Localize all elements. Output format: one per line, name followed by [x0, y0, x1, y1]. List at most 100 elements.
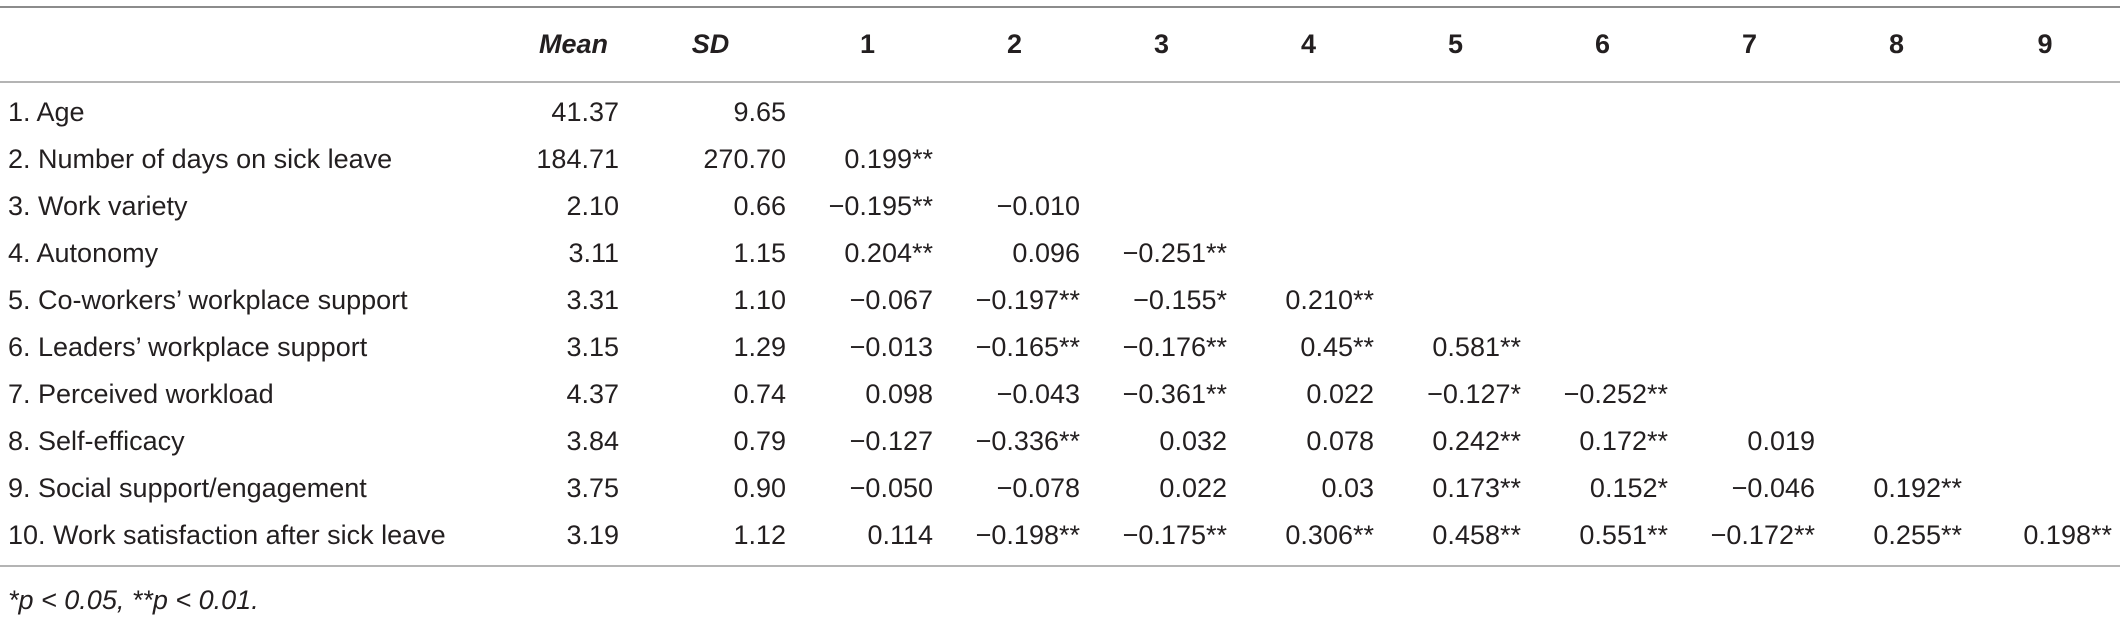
- correlation-cell: [1970, 277, 2120, 324]
- mean-cell: 3.15: [566, 332, 619, 362]
- correlation-cell: 0.306**: [1285, 520, 1374, 550]
- correlation-cell: [1823, 277, 1970, 324]
- correlation-cell: −0.361**: [1122, 379, 1227, 409]
- correlation-cell: −0.172**: [1710, 520, 1815, 550]
- correlation-cell: [1382, 82, 1529, 136]
- correlation-cell: −0.197**: [975, 285, 1080, 315]
- correlation-cell: [1823, 230, 1970, 277]
- sd-cell: 9.65: [733, 97, 786, 127]
- table-row: 8. Self-efficacy 3.84 0.79 −0.127 −0.336** 0.…: [0, 418, 2120, 465]
- correlation-cell: 0.114: [867, 520, 933, 550]
- correlation-cell: [1970, 418, 2120, 465]
- variable-name-cell: 2. Number of days on sick leave: [8, 144, 393, 174]
- sd-cell: 0.74: [733, 379, 786, 409]
- correlation-cell: 0.096: [1012, 238, 1080, 268]
- correlation-cell: −0.176**: [1122, 332, 1227, 362]
- correlation-cell: [1382, 136, 1529, 183]
- correlation-cell: [1676, 371, 1823, 418]
- correlation-cell: [1235, 136, 1382, 183]
- header-col-9: 9: [2037, 29, 2053, 59]
- correlation-cell: [1823, 82, 1970, 136]
- correlation-cell: [1676, 82, 1823, 136]
- correlation-cell: −0.195**: [828, 191, 933, 221]
- variable-name-cell: 4. Autonomy: [8, 238, 159, 268]
- table-footnote: *p < 0.05, **p < 0.01.: [8, 585, 259, 615]
- correlation-cell: −0.078: [996, 473, 1080, 503]
- variable-name-cell: 9. Social support/engagement: [8, 473, 367, 503]
- variable-name-cell: 1. Age: [8, 97, 85, 127]
- correlation-cell: −0.043: [996, 379, 1080, 409]
- sd-cell: 1.12: [733, 520, 786, 550]
- correlation-cell: 0.03: [1321, 473, 1374, 503]
- correlation-cell: [1235, 230, 1382, 277]
- correlation-cell: 0.551**: [1579, 520, 1668, 550]
- correlation-cell: [794, 82, 941, 136]
- correlation-cell: [1676, 277, 1823, 324]
- correlation-cell: [1529, 324, 1676, 371]
- correlation-cell: [1823, 371, 1970, 418]
- correlation-cell: [1823, 418, 1970, 465]
- correlation-cell: −0.046: [1731, 473, 1815, 503]
- correlation-cell: 0.172**: [1579, 426, 1668, 456]
- table-row: 7. Perceived workload 4.37 0.74 0.098 −0.043…: [0, 371, 2120, 418]
- correlation-cell: [941, 82, 1088, 136]
- variable-name-cell: 10. Work satisfaction after sick leave: [8, 520, 446, 550]
- correlation-cell: 0.210**: [1285, 285, 1374, 315]
- correlation-cell: −0.252**: [1563, 379, 1668, 409]
- header-sd: SD: [691, 29, 730, 59]
- variable-name-cell: 8. Self-efficacy: [8, 426, 185, 456]
- correlation-cell: [1823, 324, 1970, 371]
- correlation-cell: 0.032: [1159, 426, 1227, 456]
- header-mean: Mean: [538, 29, 609, 59]
- correlation-cell: [1676, 183, 1823, 230]
- correlation-cell: [1088, 136, 1235, 183]
- header-col-5: 5: [1447, 29, 1464, 59]
- correlation-cell: [1823, 183, 1970, 230]
- mean-cell: 3.75: [566, 473, 619, 503]
- correlation-cell: −0.127: [849, 426, 933, 456]
- correlation-cell: [1970, 465, 2120, 512]
- table-row: 3. Work variety 2.10 0.66 −0.195** −0.010: [0, 183, 2120, 230]
- correlation-cell: 0.022: [1306, 379, 1374, 409]
- correlation-cell: 0.192**: [1873, 473, 1962, 503]
- correlation-cell: [1970, 230, 2120, 277]
- header-col-4: 4: [1300, 29, 1317, 59]
- correlation-cell: 0.242**: [1432, 426, 1521, 456]
- correlation-cell: −0.013: [849, 332, 933, 362]
- mean-cell: 3.31: [566, 285, 619, 315]
- correlation-cell: [1529, 136, 1676, 183]
- correlation-table: Mean SD 1 2 3 4 5 6 7 8 9 1. Age 41.37 9.6…: [0, 6, 2120, 567]
- header-col-7: 7: [1741, 29, 1758, 59]
- correlation-cell: −0.175**: [1122, 520, 1227, 550]
- mean-cell: 4.37: [566, 379, 619, 409]
- correlation-cell: [1970, 183, 2120, 230]
- table-row: 10. Work satisfaction after sick leave 3.…: [0, 512, 2120, 566]
- table-row: 5. Co-workers’ workplace support 3.31 1.10…: [0, 277, 2120, 324]
- correlation-cell: 0.204**: [844, 238, 933, 268]
- sd-cell: 1.29: [733, 332, 786, 362]
- correlation-cell: 0.199**: [844, 144, 933, 174]
- table-header-row: Mean SD 1 2 3 4 5 6 7 8 9: [0, 7, 2120, 82]
- table-row: 9. Social support/engagement 3.75 0.90 −0.0…: [0, 465, 2120, 512]
- variable-name-cell: 3. Work variety: [8, 191, 188, 221]
- correlation-cell: [1529, 82, 1676, 136]
- mean-cell: 41.37: [551, 97, 619, 127]
- correlation-cell: 0.019: [1747, 426, 1815, 456]
- correlation-cell: 0.581**: [1432, 332, 1521, 362]
- mean-cell: 3.19: [566, 520, 619, 550]
- correlation-cell: [1676, 136, 1823, 183]
- correlation-cell: −0.067: [849, 285, 933, 315]
- mean-cell: 184.71: [536, 144, 619, 174]
- correlation-cell: [1970, 371, 2120, 418]
- sd-cell: 1.15: [733, 238, 786, 268]
- correlation-cell: 0.255**: [1873, 520, 1962, 550]
- correlation-cell: [1823, 136, 1970, 183]
- header-col-2: 2: [1006, 29, 1023, 59]
- correlation-cell: [1970, 136, 2120, 183]
- correlation-cell: [1970, 82, 2120, 136]
- correlation-cell: 0.078: [1306, 426, 1374, 456]
- correlation-cell: [1382, 183, 1529, 230]
- correlation-cell: −0.050: [849, 473, 933, 503]
- correlation-cell: −0.127*: [1427, 379, 1521, 409]
- correlation-cell: 0.45**: [1300, 332, 1374, 362]
